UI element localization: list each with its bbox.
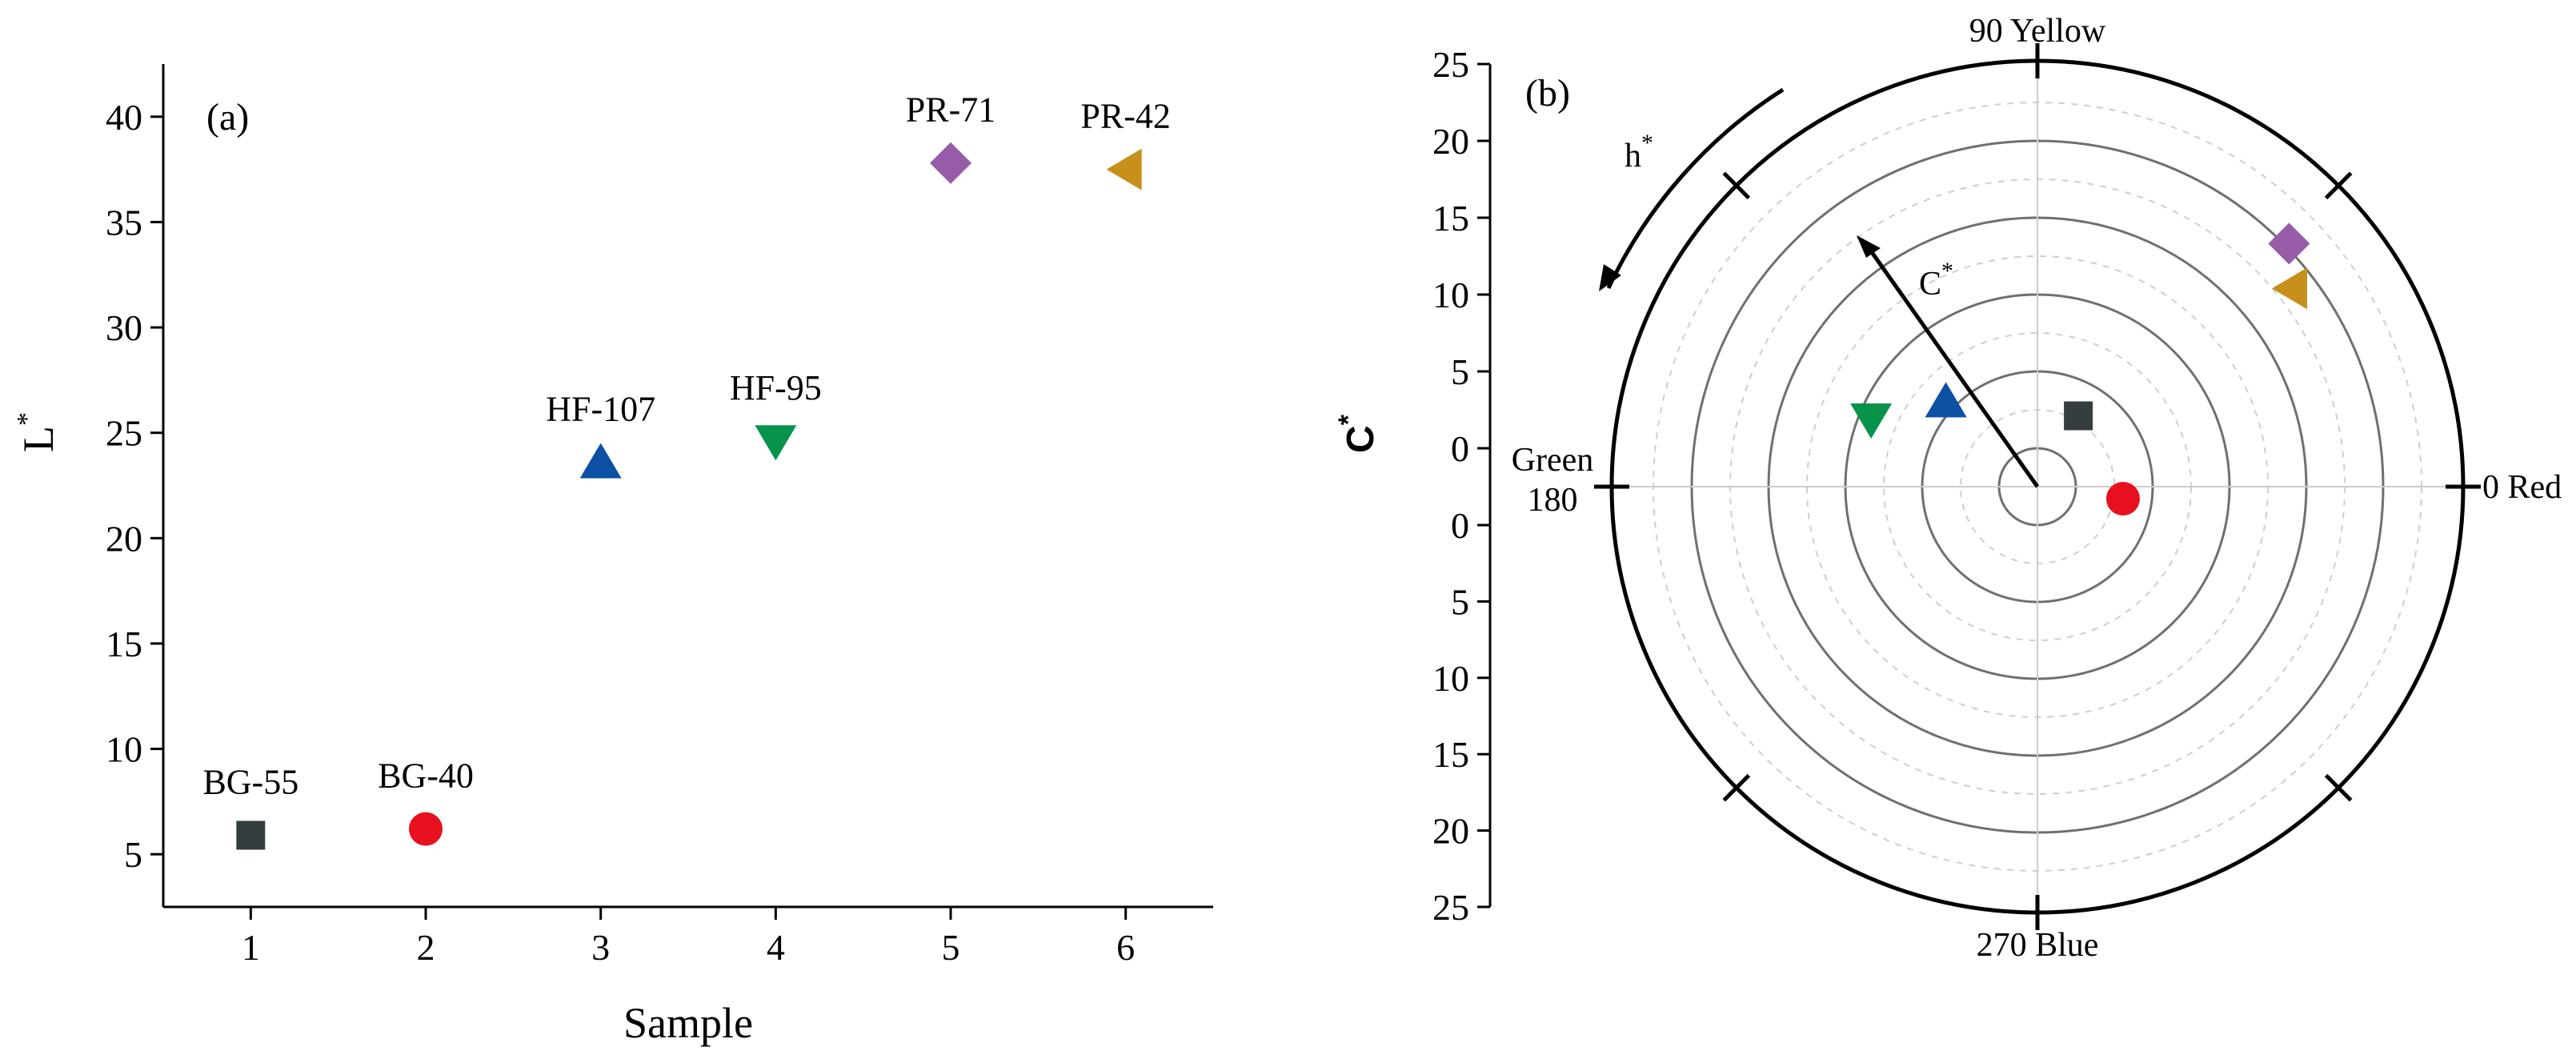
b-c-tick-label: 10 <box>1432 275 1469 315</box>
direction-label-right: 0 Red <box>2482 469 2562 506</box>
a-point-label: PR-71 <box>906 90 996 130</box>
a-x-tick-label: 3 <box>591 927 610 968</box>
a-y-axis-title-superscript: * <box>12 412 42 426</box>
b-y-axis-title: C* <box>1333 414 1382 453</box>
b-c-tick-label: 15 <box>1432 198 1469 239</box>
b-c-tick-label: 25 <box>1432 887 1469 928</box>
hue-arrow-head-icon <box>1599 264 1621 291</box>
a-y-tick-label: 10 <box>106 729 142 770</box>
b-y-axis-title-superscript: * <box>1333 414 1364 425</box>
a-x-tick-label: 1 <box>242 927 260 968</box>
a-point-label: HF-95 <box>730 368 822 407</box>
a-y-tick-label: 5 <box>124 834 142 875</box>
direction-label-left-name: Green <box>1512 442 1594 479</box>
hue-direction-arc-arrow <box>1606 87 1785 290</box>
a-y-tick-label: 15 <box>106 624 142 664</box>
a-point-label: HF-107 <box>546 390 655 429</box>
a-point-bg-40 <box>409 812 443 846</box>
a-point-pr-42 <box>1106 148 1142 191</box>
b-point-triangle-down <box>1850 403 1893 439</box>
a-x-tick-label: 6 <box>1116 927 1135 968</box>
a-x-tick-label: 5 <box>942 927 960 968</box>
a-y-tick-label: 40 <box>106 97 142 138</box>
a-y-tick-label: 20 <box>106 518 142 559</box>
a-y-tick-label: 30 <box>106 307 142 348</box>
chroma-annotation-superscript: * <box>1941 258 1953 284</box>
b-c-tick-label: 5 <box>1451 351 1469 392</box>
a-point-hf-95 <box>755 425 797 461</box>
a-x-axis-title: Sample <box>623 999 753 1047</box>
chroma-arrow-line <box>1865 245 2040 488</box>
a-point-label: PR-42 <box>1080 97 1170 136</box>
polar-edge-tick <box>1722 171 1751 200</box>
direction-label-bottom: 270 Blue <box>1977 927 2099 964</box>
b-c-tick-label: 0 <box>1451 505 1469 546</box>
chroma-annotation: C* <box>1919 258 1953 303</box>
b-c-tick-label: 10 <box>1432 658 1469 699</box>
direction-label-top: 90 Yellow <box>1969 13 2106 50</box>
polar-edge-tick <box>2324 171 2353 200</box>
a-y-tick-label: 35 <box>106 202 142 243</box>
polar-panel-b: 0 5 10 15 20 25 0 5 10 15 20 25 C* (b) 90 Yellow 0 … <box>1333 13 2562 964</box>
b-point-circle <box>2105 482 2140 516</box>
b-c-tick-label: 25 <box>1432 44 1469 85</box>
a-x-tick-label: 2 <box>417 927 435 968</box>
polar-edge-tick <box>1722 773 1751 802</box>
b-point-triangle-up <box>1925 382 1967 418</box>
b-c-tick-label: 5 <box>1451 581 1469 622</box>
scatter-panel-a: 5 10 15 20 25 30 35 40 1 2 3 4 5 6 (a) Sample L* BG-… <box>12 64 1213 1047</box>
a-y-tick-label: 25 <box>106 413 142 454</box>
a-panel-label: (a) <box>206 96 249 138</box>
b-point-diamond <box>2268 223 2310 265</box>
a-point-label: BG-40 <box>378 756 474 796</box>
hue-annotation-superscript: * <box>1641 130 1653 156</box>
chroma-arrow-head-icon <box>1857 235 1881 258</box>
b-point-square <box>2064 401 2093 431</box>
b-c-tick-label: 20 <box>1432 811 1469 852</box>
b-panel-label: (b) <box>1525 72 1570 114</box>
b-c-tick-label: 20 <box>1432 121 1469 162</box>
a-point-pr-71 <box>930 142 972 184</box>
a-point-hf-107 <box>579 443 622 479</box>
a-x-tick-label: 4 <box>767 927 785 968</box>
b-c-tick-label: 15 <box>1432 734 1469 775</box>
b-point-triangle-left <box>2272 267 2308 310</box>
b-c-tick-label: 0 <box>1451 428 1469 469</box>
a-y-axis-title: L* <box>12 412 62 452</box>
a-point-label: BG-55 <box>202 762 298 801</box>
direction-label-left-angle: 180 <box>1528 482 1578 519</box>
hue-annotation: h* <box>1625 130 1653 174</box>
polar-edge-tick <box>2324 773 2353 802</box>
a-point-bg-55 <box>236 820 266 850</box>
